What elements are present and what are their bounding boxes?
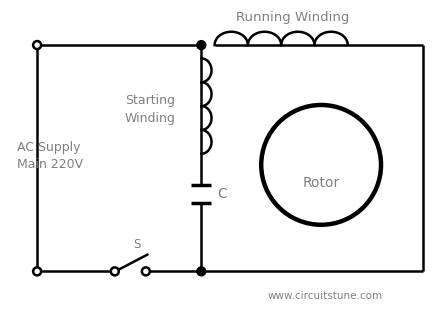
Text: Rotor: Rotor — [303, 176, 340, 190]
Text: Running Winding: Running Winding — [236, 11, 349, 24]
Circle shape — [33, 267, 41, 275]
Circle shape — [33, 41, 41, 49]
Text: AC Supply
Main 220V: AC Supply Main 220V — [17, 140, 83, 172]
Circle shape — [111, 267, 119, 275]
Circle shape — [142, 267, 150, 275]
Text: C: C — [217, 187, 227, 201]
Circle shape — [197, 41, 206, 50]
Circle shape — [197, 267, 206, 276]
Text: Starting
Winding: Starting Winding — [125, 94, 176, 125]
Text: S: S — [133, 238, 141, 251]
Text: www.circuitstune.com: www.circuitstune.com — [268, 291, 383, 301]
